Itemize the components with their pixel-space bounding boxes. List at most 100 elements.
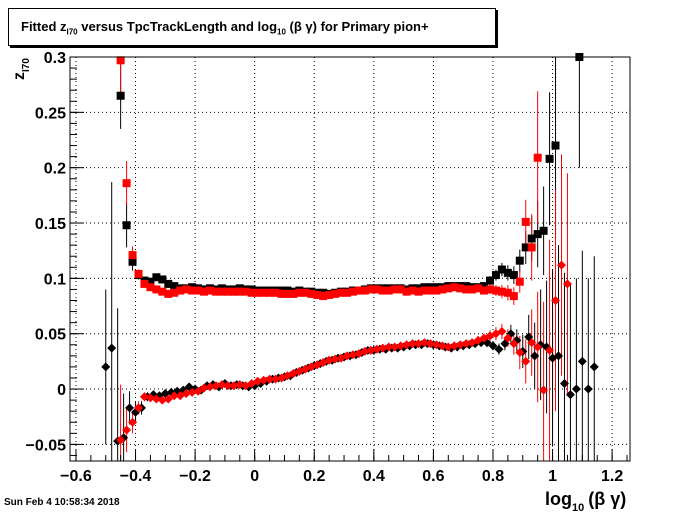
data-point-diamond <box>157 395 167 405</box>
y-tick-label: 0.2 <box>44 161 66 178</box>
data-point-square <box>247 288 256 297</box>
data-point-square <box>200 287 209 296</box>
data-point-square <box>384 286 393 295</box>
data-point-diamond <box>265 374 275 384</box>
data-point-square <box>456 284 465 293</box>
data-point-diamond <box>169 391 179 401</box>
y-tick-label: 0.15 <box>35 216 66 233</box>
data-point-diamond <box>235 380 245 390</box>
data-point-square <box>116 56 125 65</box>
data-point-square <box>414 287 423 296</box>
data-point-square <box>480 282 489 291</box>
data-point-square <box>468 285 477 294</box>
plot-title-box: Fitted zI70 versus TpcTrackLength and lo… <box>8 8 496 46</box>
data-point-square <box>432 286 441 295</box>
data-point-square <box>533 153 542 162</box>
data-point-square <box>337 288 346 297</box>
data-point-square <box>408 286 417 295</box>
x-tick-label: 0.8 <box>482 468 504 485</box>
data-point-square <box>164 279 173 288</box>
y-tick-label: 0 <box>57 382 66 399</box>
data-point-square <box>325 290 334 299</box>
data-point-square <box>253 288 262 297</box>
data-point-square <box>223 287 232 296</box>
data-point-square <box>402 287 411 296</box>
data-point-square <box>122 221 131 230</box>
data-point-diamond <box>545 345 555 355</box>
y-tick-label: 0.05 <box>35 327 66 344</box>
data-point-square <box>229 287 238 296</box>
data-point-square <box>378 286 387 295</box>
data-point-square <box>521 243 530 252</box>
data-point-diamond <box>211 381 221 391</box>
data-point-diamond <box>107 343 117 353</box>
data-point-square <box>211 287 220 296</box>
data-point-diamond <box>342 351 352 361</box>
data-point-square <box>533 230 542 239</box>
data-point-diamond <box>577 356 587 366</box>
data-point-square <box>486 285 494 294</box>
title-subscript: I70 <box>66 27 78 37</box>
data-point-diamond <box>134 403 144 413</box>
data-point-diamond <box>556 260 566 270</box>
data-point-square <box>509 292 518 301</box>
data-point-square <box>182 285 191 294</box>
data-point-square <box>176 286 185 295</box>
timestamp: Sun Feb 4 10:58:34 2018 <box>4 497 120 508</box>
title-suffix: (β γ) for Primary pion+ <box>285 19 429 34</box>
data-point-square <box>241 287 250 296</box>
data-point-square <box>295 288 304 297</box>
x-axis-title: log10 (β γ) <box>545 489 626 514</box>
data-point-square <box>474 284 483 293</box>
data-point-square <box>122 179 131 188</box>
data-point-square <box>348 287 357 296</box>
data-point-square <box>462 285 471 294</box>
data-point-square <box>158 287 167 296</box>
data-point-diamond <box>503 333 513 343</box>
data-point-square <box>521 217 530 226</box>
data-point-diamond <box>259 375 269 385</box>
data-point-diamond <box>151 394 161 404</box>
data-point-diamond <box>414 339 424 349</box>
data-point-diamond <box>193 386 203 396</box>
data-point-square <box>331 289 340 298</box>
data-point-diamond <box>449 341 459 351</box>
data-point-diamond <box>559 379 569 389</box>
data-point-diamond <box>330 354 340 364</box>
data-point-square <box>354 286 363 295</box>
data-point-square <box>450 283 459 292</box>
data-point-diamond <box>455 340 465 350</box>
data-point-diamond <box>187 387 197 397</box>
data-point-square <box>515 256 524 265</box>
y-tick-label: 0.25 <box>35 105 66 122</box>
data-point-diamond <box>527 338 537 348</box>
data-point-diamond <box>562 279 572 289</box>
data-point-square <box>343 288 352 297</box>
data-point-diamond <box>324 355 334 365</box>
data-point-square <box>152 285 161 294</box>
data-point-diamond <box>554 351 564 361</box>
data-point-square <box>527 234 536 243</box>
data-point-diamond <box>125 403 135 413</box>
data-point-square <box>170 288 179 297</box>
data-point-square <box>372 285 381 294</box>
data-point-square <box>515 277 524 286</box>
data-point-diamond <box>390 342 400 352</box>
data-point-square <box>140 279 149 288</box>
data-point-diamond <box>497 326 507 336</box>
x-tick-label: −0.6 <box>60 468 92 485</box>
data-point-square <box>360 286 369 295</box>
markers <box>101 53 599 446</box>
data-point-diamond <box>372 344 382 354</box>
data-point-square <box>503 288 512 297</box>
data-point-square <box>390 285 399 294</box>
data-point-diamond <box>205 382 215 392</box>
data-point-diamond <box>217 380 227 390</box>
title-log-subscript: 10 <box>277 27 286 37</box>
data-point-diamond <box>163 394 173 404</box>
data-point-square <box>277 289 286 298</box>
data-point-diamond <box>515 348 525 358</box>
data-point-square <box>194 286 203 295</box>
data-point-square <box>146 283 155 292</box>
